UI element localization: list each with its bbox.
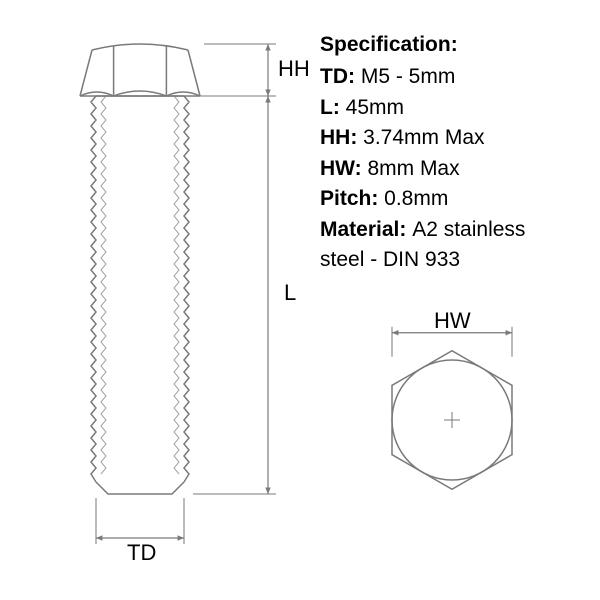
spec-row: Material: A2 stainless: [320, 215, 580, 245]
spec-row: Pitch: 0.8mm: [320, 184, 580, 214]
spec-row: HW: 8mm Max: [320, 154, 580, 184]
dim-label-hw: HW: [434, 308, 471, 334]
spec-title: Specification:: [320, 30, 580, 60]
spec-row: TD: M5 - 5mm: [320, 62, 580, 92]
bolt-dimension-lines: [96, 44, 276, 544]
spec-row: L: 45mm: [320, 93, 580, 123]
specification-block: Specification: TD: M5 - 5mmL: 45mmHH: 3.…: [320, 30, 580, 276]
dim-label-l: L: [284, 280, 296, 306]
spec-row: HH: 3.74mm Max: [320, 123, 580, 153]
bolt-side-view: [80, 44, 200, 494]
hex-top-view: [392, 327, 512, 490]
dim-label-td: TD: [127, 540, 156, 566]
spec-row-material-2: steel - DIN 933: [320, 245, 580, 275]
dim-label-hh: HH: [278, 56, 310, 82]
